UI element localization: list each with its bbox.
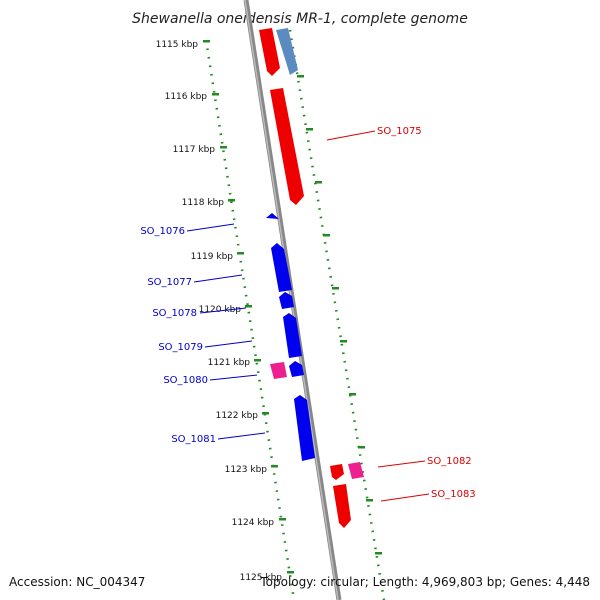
gene-label-so1079[interactable]: SO_1079 — [158, 342, 203, 353]
outer-ruler-track — [288, 29, 386, 600]
kbp-label: 1118 kbp — [182, 198, 225, 208]
gene-pink-reverse-box[interactable] — [270, 362, 287, 379]
kbp-label: 1119 kbp — [191, 252, 234, 262]
gene-so1077-arrow[interactable] — [271, 243, 292, 292]
kbp-label: 1116 kbp — [165, 92, 208, 102]
gene-steel-arrow[interactable] — [276, 28, 298, 75]
gene-so1078-arrow[interactable] — [279, 292, 294, 309]
kbp-label: 1122 kbp — [216, 411, 259, 421]
gene-so1083-arrow[interactable] — [333, 484, 351, 528]
gene-so1081-arrow[interactable] — [294, 395, 315, 461]
genome-stats-text: Topology: circular; Length: 4,969,803 bp… — [259, 575, 590, 589]
map-title: Shewanella oneidensis MR-1, complete gen… — [132, 11, 468, 27]
gene-label-so1075[interactable]: SO_1075 — [377, 126, 422, 137]
kbp-labels: 1115 kbp 1116 kbp 1117 kbp 1118 kbp 1119… — [156, 40, 283, 583]
gene-so1082-arrow[interactable] — [330, 464, 344, 480]
accession-text: Accession: NC_004347 — [9, 575, 145, 589]
kbp-label: 1117 kbp — [173, 145, 216, 155]
gene-label-so1083[interactable]: SO_1083 — [431, 489, 476, 500]
gene-labels: SO_1075 SO_1076 SO_1077 SO_1078 SO_1079 … — [140, 126, 475, 500]
gene-pink-forward-box[interactable] — [348, 462, 364, 479]
major-ticks — [203, 40, 382, 574]
gene-features — [259, 28, 364, 528]
gene-so1079-arrow[interactable] — [283, 313, 302, 358]
kbp-label: 1115 kbp — [156, 40, 199, 50]
gene-so1080-arrow[interactable] — [289, 361, 304, 377]
kbp-label: 1125 kbp — [240, 573, 283, 583]
gene-label-so1076[interactable]: SO_1076 — [140, 226, 185, 237]
kbp-label: 1120 kbp — [199, 305, 242, 315]
kbp-label: 1123 kbp — [225, 465, 268, 475]
gene-label-so1080[interactable]: SO_1080 — [163, 375, 208, 386]
gene-so1074-arrow[interactable] — [259, 28, 280, 76]
gene-label-so1082[interactable]: SO_1082 — [427, 456, 472, 467]
gene-label-so1081[interactable]: SO_1081 — [171, 434, 216, 445]
gene-label-so1078[interactable]: SO_1078 — [152, 308, 197, 319]
kbp-label: 1121 kbp — [208, 358, 251, 368]
label-connectors — [186, 130, 430, 502]
kbp-label: 1124 kbp — [232, 518, 275, 528]
gene-label-so1077[interactable]: SO_1077 — [147, 277, 192, 288]
gene-so1075-arrow[interactable] — [270, 88, 304, 205]
gene-so1076-arrow[interactable] — [266, 213, 279, 219]
